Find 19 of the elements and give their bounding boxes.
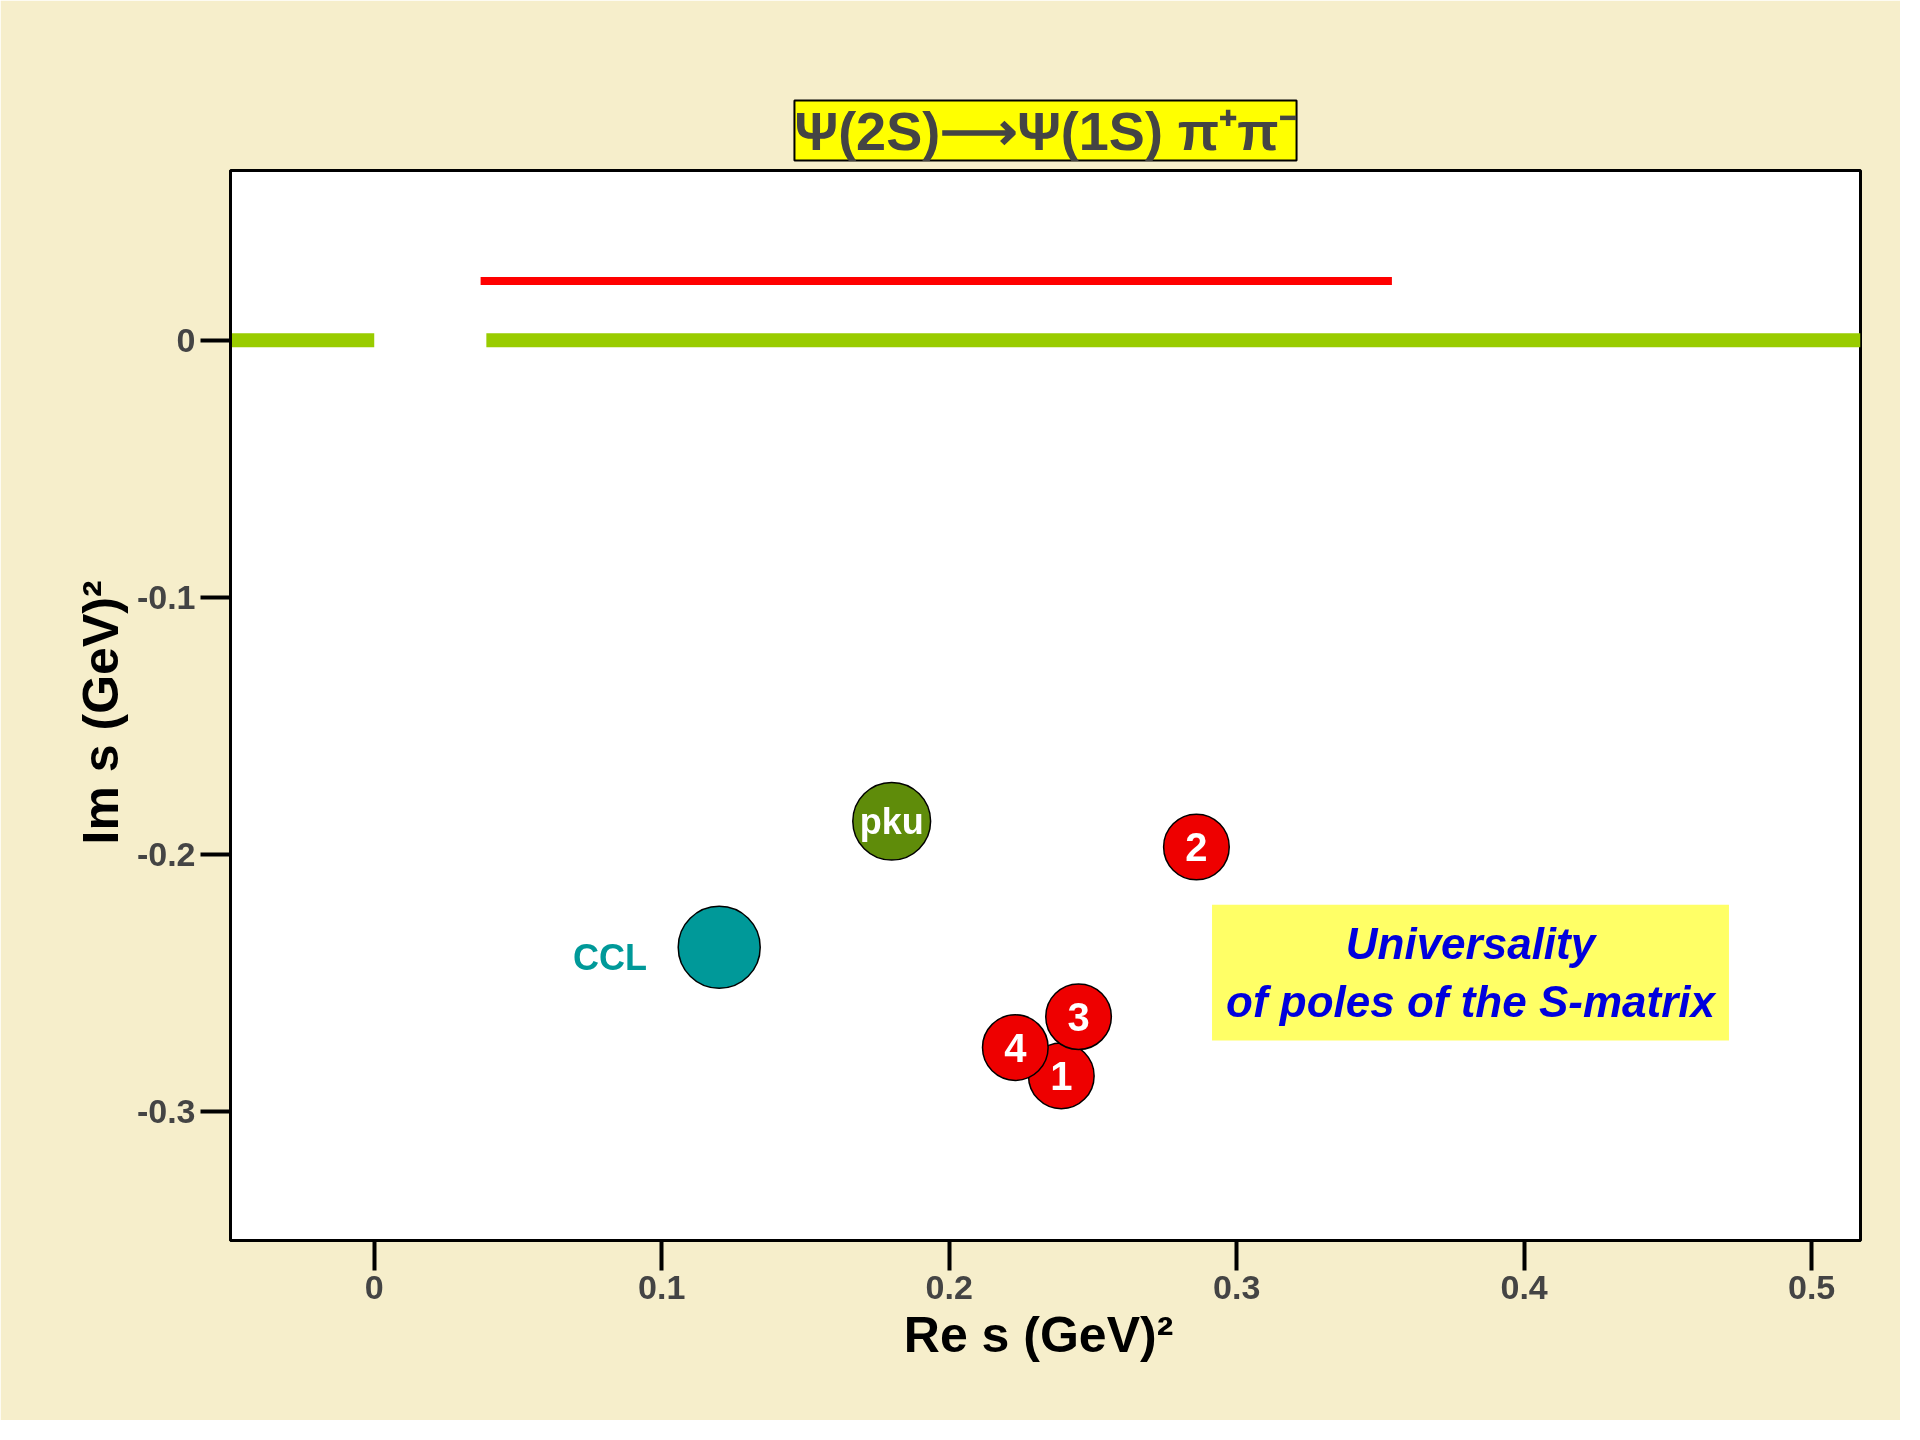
series-label: CCL [572, 936, 647, 978]
x-tick-label: 0.5 [1788, 1267, 1836, 1306]
y-axis-title: Im s (GeV)² [72, 580, 129, 845]
annotation: 4 [1004, 1025, 1028, 1070]
x-tick-label: 0 [364, 1267, 384, 1306]
x-tick-label: 0.3 [1213, 1267, 1261, 1306]
x-tick-label: 0.4 [1500, 1267, 1548, 1306]
series-label: pku [859, 800, 924, 842]
y-tick-label: 0 [176, 320, 196, 359]
y-tick-label: -0.2 [136, 835, 196, 874]
y-tick-label: -0.3 [136, 1092, 196, 1131]
annotation: Universality of poles of the S-matrix [1226, 918, 1717, 1027]
x-axis-title: Re s (GeV)² [903, 1306, 1174, 1363]
annotation: 1 [1050, 1053, 1073, 1098]
y-tick-label: -0.1 [136, 577, 196, 616]
x-tick-label: 0.2 [925, 1267, 973, 1306]
annotation: 2 [1185, 824, 1208, 869]
annotation: 3 [1067, 994, 1090, 1039]
x-tick-label: 0.1 [638, 1267, 686, 1306]
